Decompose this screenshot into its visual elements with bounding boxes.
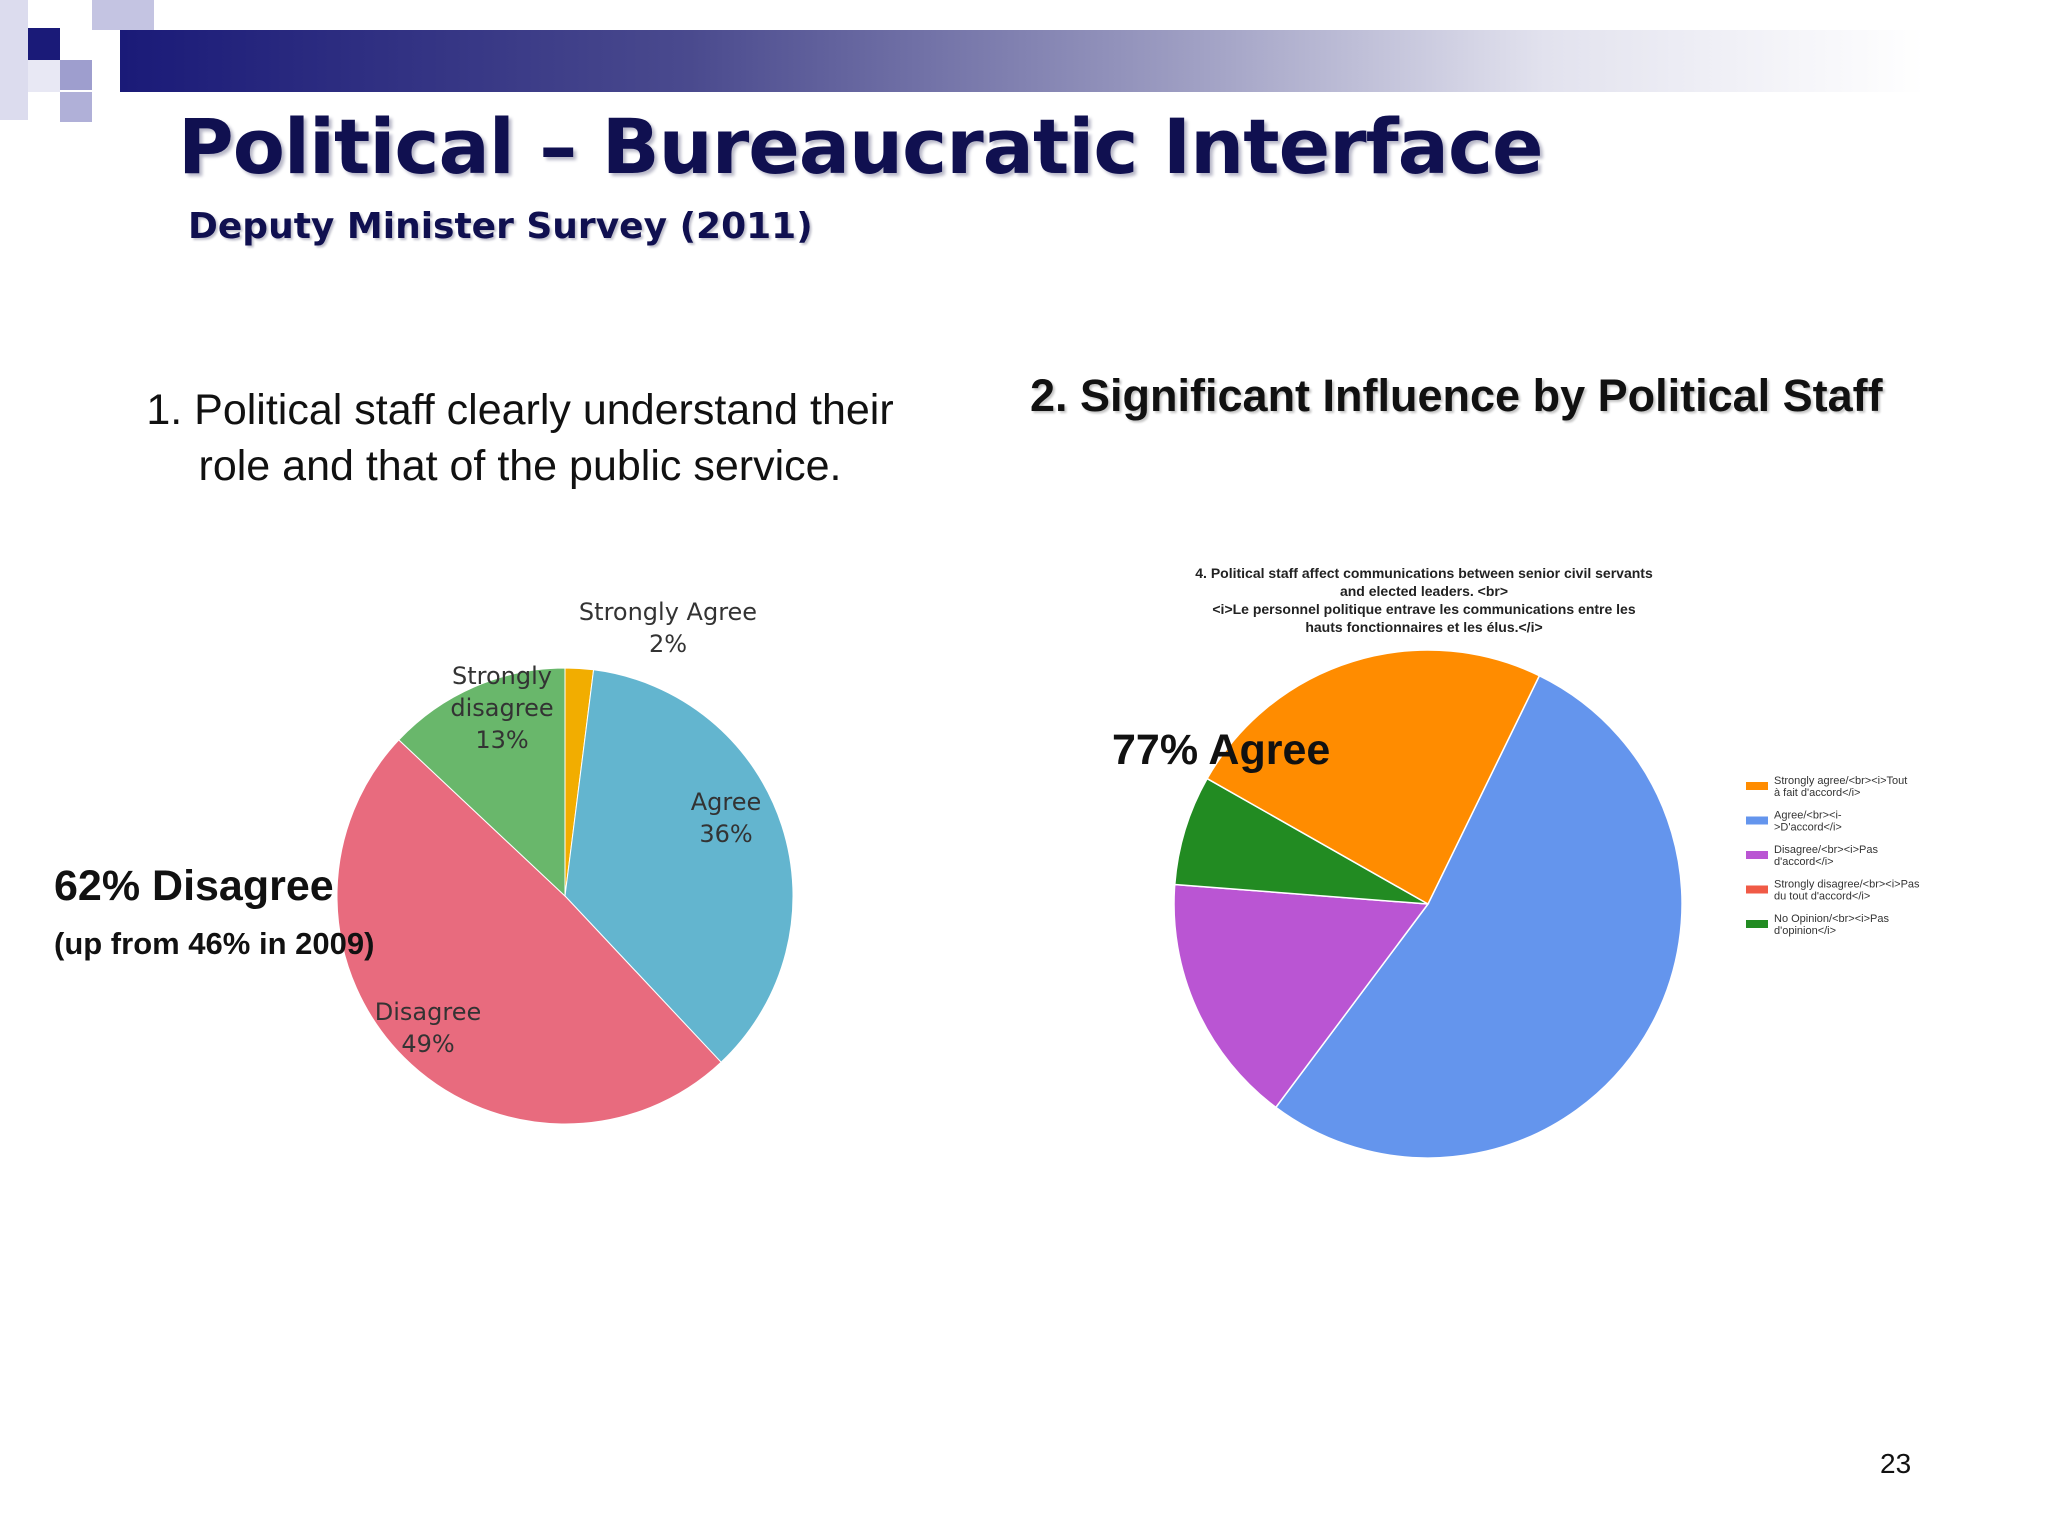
- question-1-line: role and that of the public service.: [198, 442, 842, 490]
- pie2-slice: [1206, 649, 1541, 906]
- page-number: 23: [1880, 1448, 1912, 1479]
- legend-swatch: [1746, 920, 1768, 928]
- disagree-callout-note: (up from 46% in 2009): [54, 926, 375, 961]
- pie1-data-label: Disagree 49%: [375, 998, 481, 1058]
- pie1-slice: [398, 667, 566, 898]
- corner-square-dark: [28, 28, 60, 60]
- question-1-line: 1. Political staff clearly understand th…: [146, 386, 894, 434]
- question-1-heading: 1. Political staff clearly understand th…: [60, 382, 980, 494]
- agree-callout: 77% Agree: [1112, 726, 1331, 774]
- question-2-heading: 2. Significant Influence by Political St…: [1030, 370, 1883, 421]
- legend-item-label: No Opinion/<br><i>Pas d'opinion</i>: [1774, 913, 1889, 937]
- legend-item-label: Strongly agree/<br><i>Tout à fait d'accor…: [1774, 775, 1907, 799]
- pie-chart-1: Strongly Agree 2% Agree 36% Disagree 49% Stron…: [336, 598, 794, 1125]
- slide-title: Political – Bureaucratic Interface: [178, 102, 1544, 191]
- pie1-slice: [336, 739, 722, 1125]
- pie2-slice: [1173, 777, 1429, 905]
- pie-chart-2: 4. Political staff affect communications…: [1173, 565, 1920, 1159]
- pie1-data-label: Strongly disagree 13%: [450, 662, 553, 754]
- pie2-slice: [1173, 883, 1430, 1109]
- pie1-data-label: Agree 36%: [691, 788, 762, 848]
- legend-item-label: Strongly disagree/<br><i>Pas du tout d'ac…: [1774, 879, 1920, 903]
- legend-swatch: [1746, 816, 1768, 825]
- legend-swatch: [1746, 885, 1768, 894]
- legend-swatch: [1746, 851, 1768, 859]
- legend-swatch: [1746, 782, 1768, 790]
- header-bar: [120, 30, 2020, 92]
- disagree-callout: 62% Disagree: [54, 862, 334, 910]
- pie2-title: 4. Political staff affect communications…: [1195, 565, 1653, 635]
- legend-item-label: Agree/<br><i->D'accord</i>: [1774, 810, 1842, 834]
- pie1-slice: [564, 669, 794, 1063]
- corner-square-mid: [60, 92, 92, 122]
- corner-square-mid: [60, 60, 92, 90]
- legend-item-label: Disagree/<br><i>Pas d'accord</i>: [1774, 844, 1878, 868]
- pie1-data-label: Strongly Agree 2%: [579, 598, 757, 658]
- corner-square-light: [0, 0, 28, 120]
- pie2-slice: [1274, 674, 1683, 1159]
- slide-subtitle: Deputy Minister Survey (2011): [188, 206, 813, 247]
- corner-square-light: [92, 0, 154, 30]
- corner-square-pale: [28, 60, 60, 92]
